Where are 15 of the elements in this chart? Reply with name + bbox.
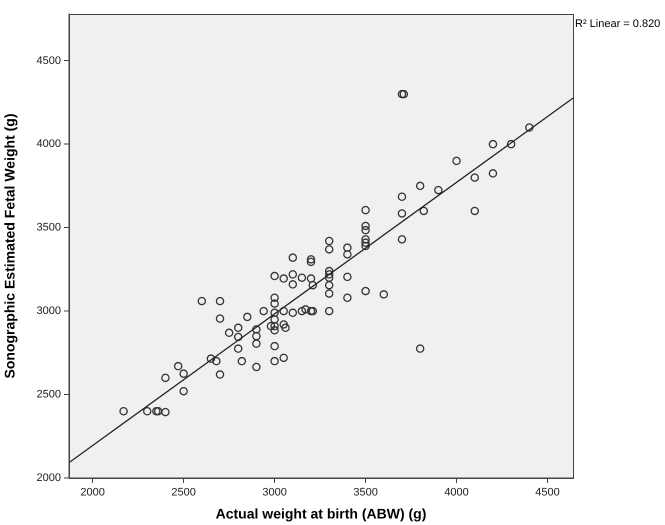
- x-tick-label: 3500: [353, 486, 378, 499]
- y-tick-label: 4000: [36, 138, 61, 150]
- x-axis-title: Actual weight at birth (ABW) (g): [216, 505, 426, 522]
- y-axis-title: Sonographic Estimated Fetal Weight (g): [1, 114, 18, 378]
- y-tick-label: 2500: [36, 388, 61, 401]
- x-tick-label: 4500: [535, 486, 560, 499]
- x-tick-label: 2000: [80, 486, 105, 499]
- y-tick-label: 3500: [36, 222, 61, 234]
- y-tick-label: 4500: [36, 54, 61, 67]
- x-tick-label: 3000: [262, 486, 287, 499]
- text: R² Linear = 0.820: [575, 18, 660, 30]
- y-tick-label: 3000: [36, 305, 61, 318]
- y-tick-label: 2000: [36, 472, 61, 484]
- x-tick-label: 4000: [444, 486, 469, 499]
- x-tick-label: 2500: [171, 486, 196, 499]
